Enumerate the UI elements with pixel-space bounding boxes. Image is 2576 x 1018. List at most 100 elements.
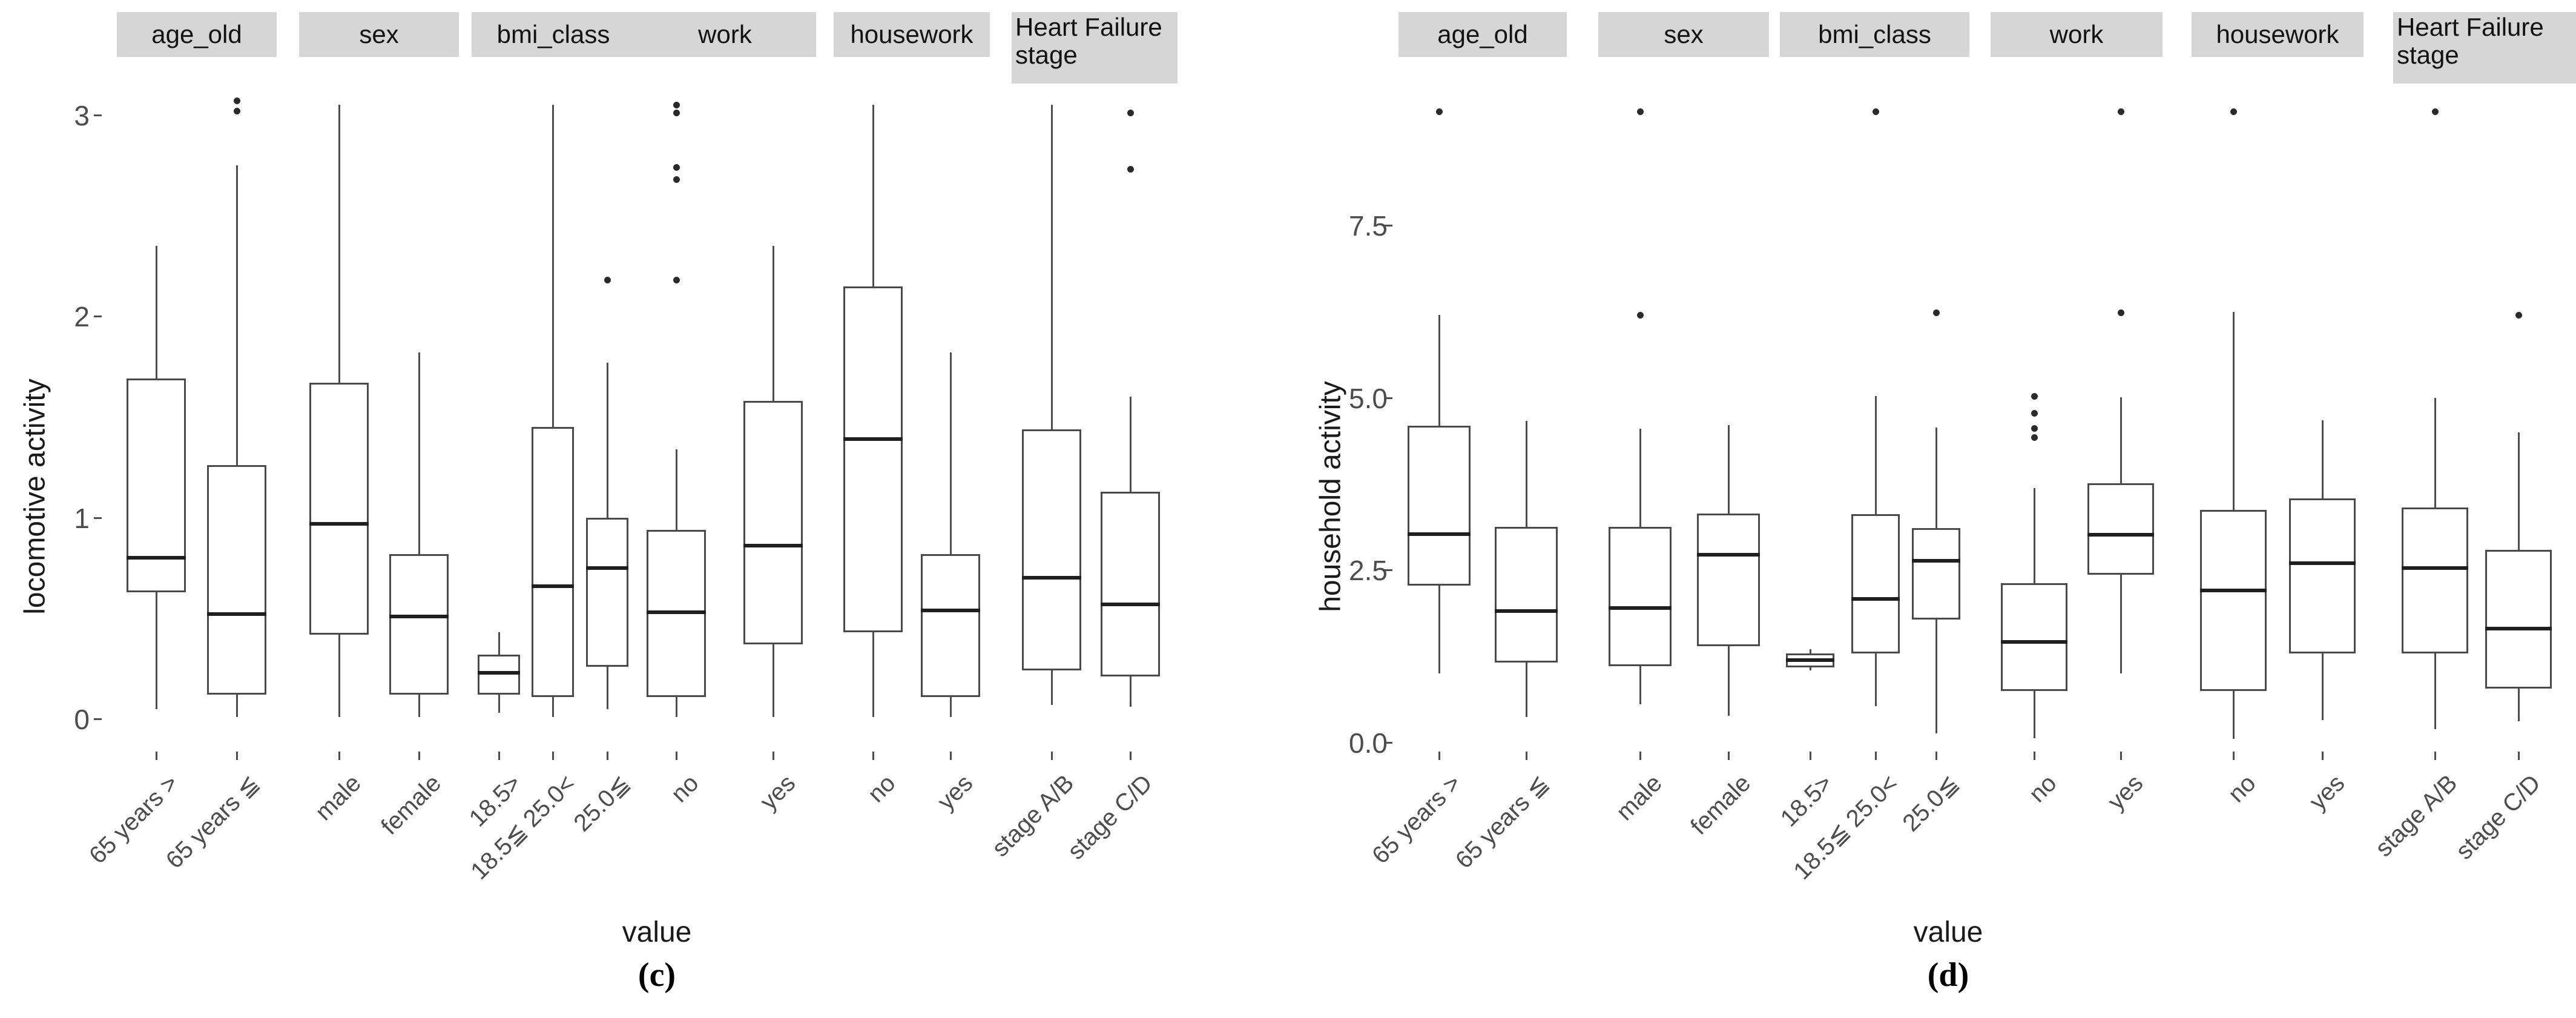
- box-median: [2485, 626, 2552, 630]
- y-tick-label: 7.5: [1349, 210, 1388, 242]
- box-median: [1022, 576, 1081, 580]
- y-tick: [1385, 569, 1392, 572]
- x-category-label: 25.0≦: [1897, 770, 1964, 837]
- x-tick: [1935, 752, 1937, 760]
- facet-strip: Heart Failure stage: [1012, 12, 1178, 84]
- facet-strip-label: age_old: [1437, 20, 1528, 48]
- y-tick-label: 1: [74, 502, 90, 534]
- y-tick-label: 5.0: [1349, 382, 1388, 414]
- outlier-dot: [2230, 108, 2237, 116]
- outlier-dot: [1435, 108, 1443, 116]
- box-plot-box: [2001, 583, 2067, 692]
- outlier-dot: [2117, 309, 2124, 317]
- box-plot-box: [1912, 527, 1960, 620]
- x-tick: [236, 752, 238, 760]
- y-tick-label: 0.0: [1349, 727, 1388, 759]
- y-tick-label: 2.5: [1349, 555, 1388, 587]
- box-median: [478, 670, 520, 675]
- x-axis-title-d: value: [1913, 916, 1983, 948]
- x-tick: [676, 752, 677, 760]
- facet-strip-label: housework: [2216, 20, 2339, 48]
- outlier-dot: [2031, 410, 2038, 417]
- outlier-dot: [673, 101, 680, 108]
- x-tick: [1728, 752, 1730, 760]
- outlier-dot: [2515, 311, 2522, 319]
- box-median: [1912, 559, 1960, 563]
- box-plot-box: [743, 401, 803, 645]
- box-plot-box: [1022, 429, 1081, 671]
- box-median: [207, 612, 266, 616]
- x-tick: [156, 752, 157, 760]
- facet-strip-label: housework: [850, 20, 973, 48]
- x-category-label: male: [310, 770, 367, 826]
- outlier-dot: [1636, 311, 1644, 319]
- outlier-dot: [1636, 108, 1644, 116]
- outlier-dot: [2031, 425, 2038, 432]
- box-whisker: [418, 352, 420, 717]
- x-tick: [872, 752, 874, 760]
- x-category-label: stage C/D: [2451, 770, 2546, 865]
- x-category-label: yes: [2304, 770, 2350, 816]
- box-plot-box: [127, 378, 186, 592]
- box-median: [532, 584, 574, 588]
- x-tick: [2322, 752, 2324, 760]
- x-category-label: male: [1611, 770, 1668, 826]
- outlier-dot: [2431, 108, 2439, 116]
- y-tick-label: 3: [74, 100, 90, 132]
- x-category-label: female: [376, 770, 447, 841]
- facet-strip: work: [634, 12, 816, 57]
- box-plot-box: [478, 654, 520, 695]
- facet-strip: sex: [299, 12, 459, 57]
- box-median: [843, 437, 903, 441]
- outlier-dot: [2031, 392, 2038, 400]
- box-plot-box: [1851, 514, 1900, 653]
- y-tick-label: 0: [74, 704, 90, 736]
- facet-strip: housework: [834, 12, 990, 57]
- y-tick-label: 2: [74, 301, 90, 333]
- box-median: [921, 608, 980, 612]
- box-plot-box: [843, 286, 903, 633]
- box-median: [1609, 606, 1672, 610]
- box-plot-box: [2289, 498, 2356, 653]
- box-median: [1408, 532, 1471, 537]
- box-plot-box: [1609, 526, 1672, 667]
- facet-strip-label: Heart Failure stage: [2397, 13, 2544, 69]
- x-category-label: 65 years ≦: [1450, 770, 1554, 874]
- box-whisker: [236, 165, 238, 717]
- box-median: [1495, 609, 1558, 613]
- box-plot-box: [921, 554, 980, 697]
- box-median: [389, 614, 449, 618]
- x-category-label: stage A/B: [2370, 770, 2463, 862]
- outlier-dot: [1872, 108, 1879, 116]
- box-median: [127, 556, 186, 560]
- box-median: [1786, 658, 1834, 663]
- x-tick: [2434, 752, 2436, 760]
- x-category-label: 25.0≦: [568, 770, 635, 837]
- x-tick: [418, 752, 420, 760]
- outlier-dot: [233, 107, 240, 114]
- x-tick: [1875, 752, 1877, 760]
- box-whisker: [1051, 105, 1053, 705]
- box-plot-box: [2200, 510, 2267, 692]
- box-plot-box: [389, 554, 449, 695]
- x-tick: [1810, 752, 1811, 760]
- box-median: [2289, 561, 2356, 565]
- box-plot-box: [309, 383, 369, 635]
- x-category-label: yes: [2102, 770, 2149, 816]
- outlier-dot: [2031, 434, 2038, 441]
- box-plot-box: [207, 465, 266, 695]
- x-tick: [2518, 752, 2520, 760]
- x-tick: [2233, 752, 2235, 760]
- facet-strip: bmi_class: [472, 12, 635, 57]
- y-tick: [1385, 397, 1392, 399]
- box-whisker: [552, 105, 554, 717]
- x-tick: [607, 752, 608, 760]
- x-category-label: no: [2222, 770, 2261, 808]
- x-category-label: no: [862, 770, 901, 808]
- x-tick: [772, 752, 774, 760]
- y-tick: [94, 517, 102, 519]
- box-plot-box: [1408, 426, 1471, 586]
- outlier-dot: [673, 164, 680, 171]
- box-median: [647, 610, 706, 614]
